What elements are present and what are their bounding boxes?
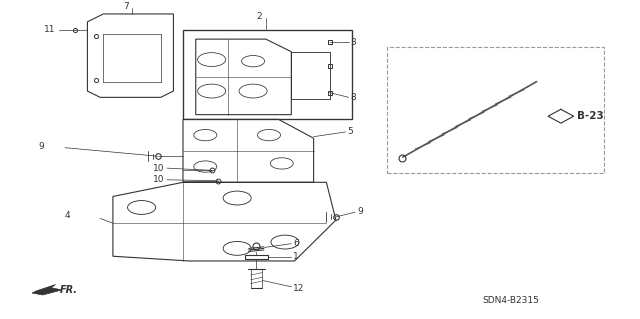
Text: SDN4-B2315: SDN4-B2315 bbox=[483, 296, 540, 305]
Polygon shape bbox=[32, 285, 62, 295]
Text: 1: 1 bbox=[293, 252, 299, 261]
Text: 6: 6 bbox=[293, 239, 299, 248]
Text: 4: 4 bbox=[65, 211, 70, 220]
Text: 9: 9 bbox=[357, 207, 363, 216]
Text: 7: 7 bbox=[123, 2, 129, 11]
Text: 9: 9 bbox=[38, 142, 44, 151]
Bar bbox=[183, 30, 352, 119]
Text: 5: 5 bbox=[348, 128, 353, 137]
Bar bbox=[387, 47, 604, 173]
Text: 10: 10 bbox=[153, 175, 164, 184]
Text: FR.: FR. bbox=[60, 285, 78, 295]
Text: 2: 2 bbox=[257, 12, 262, 21]
Text: 3: 3 bbox=[351, 38, 356, 47]
Text: 8: 8 bbox=[351, 93, 356, 102]
Text: B-23: B-23 bbox=[577, 111, 604, 121]
Polygon shape bbox=[548, 109, 573, 123]
Text: 12: 12 bbox=[293, 284, 305, 293]
Text: 11: 11 bbox=[44, 25, 56, 34]
Text: 10: 10 bbox=[153, 164, 164, 173]
